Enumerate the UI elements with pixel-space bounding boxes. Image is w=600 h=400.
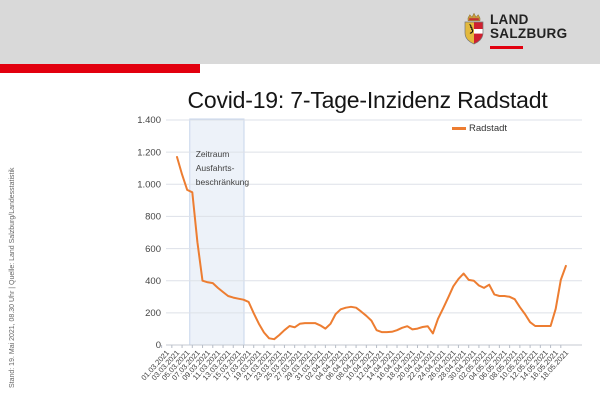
land-salzburg-logo: LAND SALZBURG — [461, 10, 571, 56]
legend-label: Radstadt — [469, 123, 508, 134]
salzburg-crest-icon — [464, 12, 484, 45]
restriction-band — [189, 118, 245, 346]
x-axis: 01.03.202103.03.202105.03.202107.03.2021… — [139, 345, 570, 382]
y-tick-label: 1.200 — [137, 147, 161, 158]
logo-underline — [490, 46, 523, 49]
legend-line-swatch — [452, 127, 466, 130]
header-band — [0, 0, 600, 64]
band-label-line: Ausfahrts- — [196, 163, 235, 173]
logo-text-salzburg: SALZBURG — [490, 26, 568, 41]
y-tick-label: 200 — [145, 308, 161, 319]
y-tick-label: 600 — [145, 244, 161, 255]
legend: Radstadt — [452, 123, 507, 134]
series-line — [176, 156, 567, 341]
y-tick-label: 0 — [156, 340, 161, 351]
chart-title: Covid-19: 7-Tage-Inzidenz Radstadt — [187, 87, 548, 113]
band-label-line: Zeitraum — [196, 149, 230, 159]
y-tick-label: 800 — [145, 212, 161, 223]
y-tick-label: 400 — [145, 276, 161, 287]
y-axis: 0 200 400 600 800 1.000 1.200 1.400 — [137, 115, 582, 351]
y-tick-label: 1.400 — [137, 115, 161, 126]
red-accent-bar — [0, 64, 200, 73]
logo-text-land: LAND — [490, 12, 529, 27]
y-tick-label: 1.000 — [137, 179, 161, 190]
band-label-line: beschränkung — [196, 177, 250, 187]
